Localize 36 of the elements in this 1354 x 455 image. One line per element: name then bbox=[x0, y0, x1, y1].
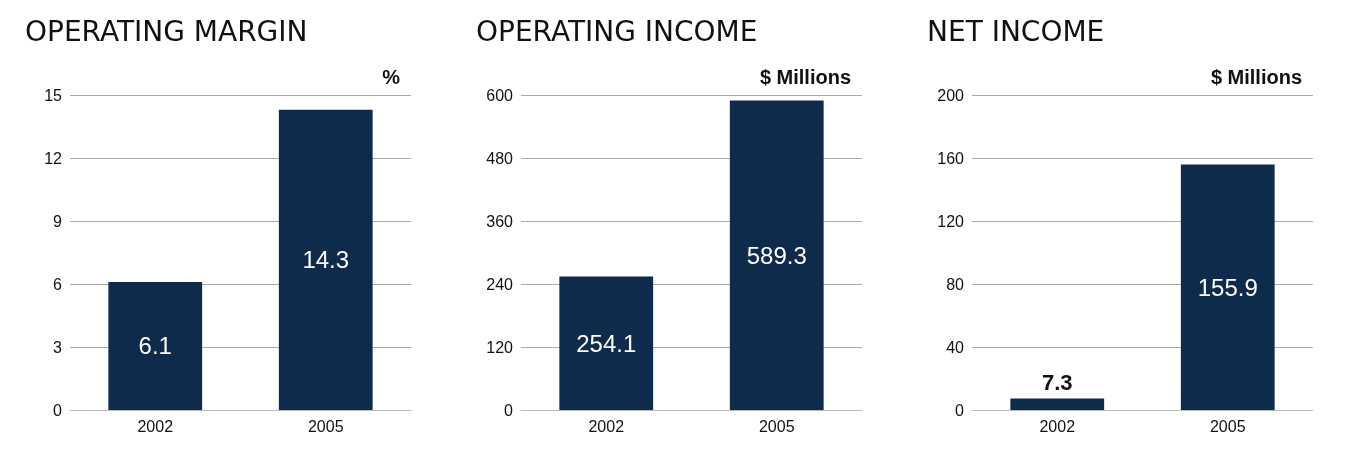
y-tick-label: 0 bbox=[53, 401, 63, 419]
chart-title: OPERATING MARGIN bbox=[25, 14, 308, 48]
y-tick-label: 0 bbox=[504, 401, 514, 419]
y-tick-label: 480 bbox=[486, 149, 514, 167]
y-tick-label: 240 bbox=[486, 275, 514, 293]
x-tick-label: 2005 bbox=[758, 417, 795, 435]
y-tick-label: 120 bbox=[486, 338, 514, 356]
y-tick-label: 360 bbox=[486, 212, 514, 230]
chart-title: OPERATING INCOME bbox=[476, 14, 758, 48]
y-tick-label: 15 bbox=[44, 86, 63, 104]
x-tick-label: 2002 bbox=[588, 417, 625, 435]
y-axis-title: % bbox=[382, 66, 401, 88]
y-tick-label: 0 bbox=[955, 401, 965, 419]
y-tick-label: 9 bbox=[53, 212, 63, 230]
y-tick-label: 12 bbox=[44, 149, 63, 167]
y-tick-label: 6 bbox=[53, 275, 63, 293]
y-tick-label: 3 bbox=[53, 338, 63, 356]
x-tick-label: 2002 bbox=[137, 417, 174, 435]
data-label: 7.3 bbox=[1041, 370, 1073, 395]
y-tick-label: 160 bbox=[937, 149, 965, 167]
data-label: 14.3 bbox=[302, 246, 350, 274]
y-axis-title: $ Millions bbox=[1210, 66, 1302, 88]
y-tick-label: 120 bbox=[937, 212, 965, 230]
y-tick-label: 80 bbox=[946, 275, 965, 293]
y-tick-label: 200 bbox=[937, 86, 965, 104]
y-tick-label: 600 bbox=[486, 86, 514, 104]
data-label: 254.1 bbox=[576, 329, 637, 357]
y-tick-label: 40 bbox=[946, 338, 965, 356]
chart-title: NET INCOME bbox=[927, 14, 1105, 48]
x-tick-label: 2005 bbox=[307, 417, 344, 435]
data-label: 155.9 bbox=[1197, 273, 1258, 301]
data-label: 589.3 bbox=[746, 241, 807, 269]
x-tick-label: 2002 bbox=[1039, 417, 1076, 435]
y-axis-title: $ Millions bbox=[759, 66, 851, 88]
x-tick-label: 2005 bbox=[1209, 417, 1246, 435]
data-label: 6.1 bbox=[138, 332, 172, 360]
